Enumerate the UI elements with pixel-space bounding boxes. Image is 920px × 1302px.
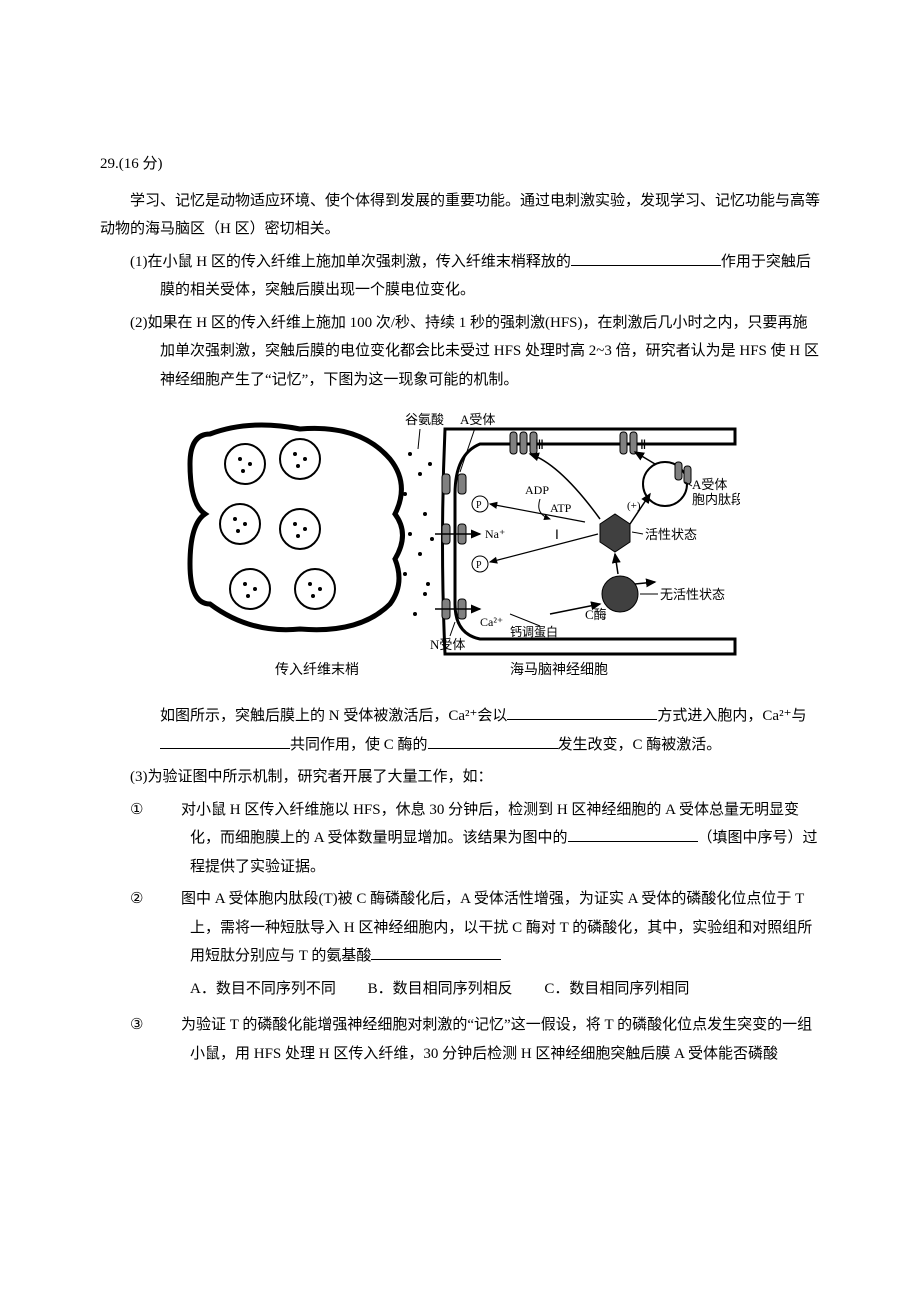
blank-1 (571, 251, 721, 266)
intro-paragraph: 学习、记忆是动物适应环境、使个体得到发展的重要功能。通过电刺激实验，发现学习、记… (100, 187, 820, 244)
label-region-2: Ⅱ (640, 437, 646, 452)
blank-2a (507, 705, 657, 720)
label-a-receptor: A受体 (460, 412, 495, 427)
label-inactive: 无活性状态 (660, 587, 725, 602)
label-c-enzyme: C酶 (585, 607, 607, 622)
choice-c: C．数目相同序列相同 (544, 981, 689, 997)
p2c-a: 如图所示，突触后膜上的 N 受体被激活后，Ca²⁺会以 (160, 708, 507, 724)
label-p2: P (476, 560, 482, 571)
p3-3-a: 为验证 T 的磷酸化能增强神经细胞对刺激的“记忆”这一假设，将 T 的磷酸化位点… (181, 1017, 812, 1062)
blank-2b (160, 734, 290, 749)
part-1: (1)在小鼠 H 区的传入纤维上施加单次强刺激，传入纤维末梢释放的作用于突触后膜… (130, 248, 820, 305)
p2c-d: 发生改变，C 酶被激活。 (558, 737, 722, 753)
circled-2: ② (160, 885, 181, 914)
circled-3: ③ (160, 1011, 181, 1040)
label-region-1: Ⅰ (555, 527, 559, 542)
label-p1: P (476, 500, 482, 511)
blank-3-2 (371, 945, 501, 960)
p2c-b: 方式进入胞内，Ca²⁺与 (657, 708, 806, 724)
label-n-receptor: N受体 (430, 637, 465, 652)
label-a-receptor-t1: A受体 (692, 477, 727, 492)
label-calmodulin: 钙调蛋白 (510, 624, 558, 639)
label-plus: (+) (627, 500, 641, 512)
p2-text-a: (2)如果在 H 区的传入纤维上施加 100 次/秒、持续 1 秒的强刺激(HF… (130, 315, 819, 388)
part-3-item-1: ①对小鼠 H 区传入纤维施以 HFS，休息 30 分钟后，检测到 H 区神经细胞… (130, 796, 820, 882)
part-3-head: (3)为验证图中所示机制，研究者开展了大量工作，如： (130, 763, 820, 792)
label-region-3: Ⅲ (535, 437, 544, 452)
label-na: Na⁺ (485, 527, 505, 541)
figure-container: Na⁺ Ca²⁺ 钙调蛋白 Ⅰ Ⅲ (+) Ⅱ ADP ATP P P 谷氨酸 … (100, 404, 820, 694)
mechanism-diagram: Na⁺ Ca²⁺ 钙调蛋白 Ⅰ Ⅲ (+) Ⅱ ADP ATP P P 谷氨酸 … (180, 404, 740, 694)
part-2-caption: 如图所示，突触后膜上的 N 受体被激活后，Ca²⁺会以方式进入胞内，Ca²⁺与 … (100, 702, 820, 759)
question-number: 29.(16 分) (100, 150, 820, 179)
blank-3-1 (568, 827, 698, 842)
p2c-c: 共同作用，使 C 酶的 (290, 737, 428, 753)
label-active: 活性状态 (645, 527, 697, 542)
choice-b: B．数目相同序列相反 (368, 981, 513, 997)
part-2: (2)如果在 H 区的传入纤维上施加 100 次/秒、持续 1 秒的强刺激(HF… (130, 309, 820, 395)
part-3-item-3: ③为验证 T 的磷酸化能增强神经细胞对刺激的“记忆”这一假设，将 T 的磷酸化位… (130, 1011, 820, 1068)
label-hippocampal: 海马脑神经细胞 (510, 662, 608, 678)
blank-2c (428, 734, 558, 749)
circled-1: ① (160, 796, 181, 825)
part-3-item-2: ②图中 A 受体胞内肽段(T)被 C 酶磷酸化后，A 受体活性增强，为证实 A … (130, 885, 820, 971)
label-afferent: 传入纤维末梢 (275, 662, 359, 678)
label-atp: ATP (550, 501, 572, 515)
choice-a: A．数目不同序列不同 (190, 981, 336, 997)
label-ca: Ca²⁺ (480, 615, 503, 629)
choices-row: A．数目不同序列不同 B．数目相同序列相反 C．数目相同序列相同 (100, 975, 820, 1004)
p1-text-a: (1)在小鼠 H 区的传入纤维上施加单次强刺激，传入纤维末梢释放的 (130, 254, 571, 270)
label-adp: ADP (525, 483, 549, 497)
label-a-receptor-t2: 胞内肽段(T) (692, 492, 740, 507)
label-glutamate: 谷氨酸 (405, 412, 444, 427)
